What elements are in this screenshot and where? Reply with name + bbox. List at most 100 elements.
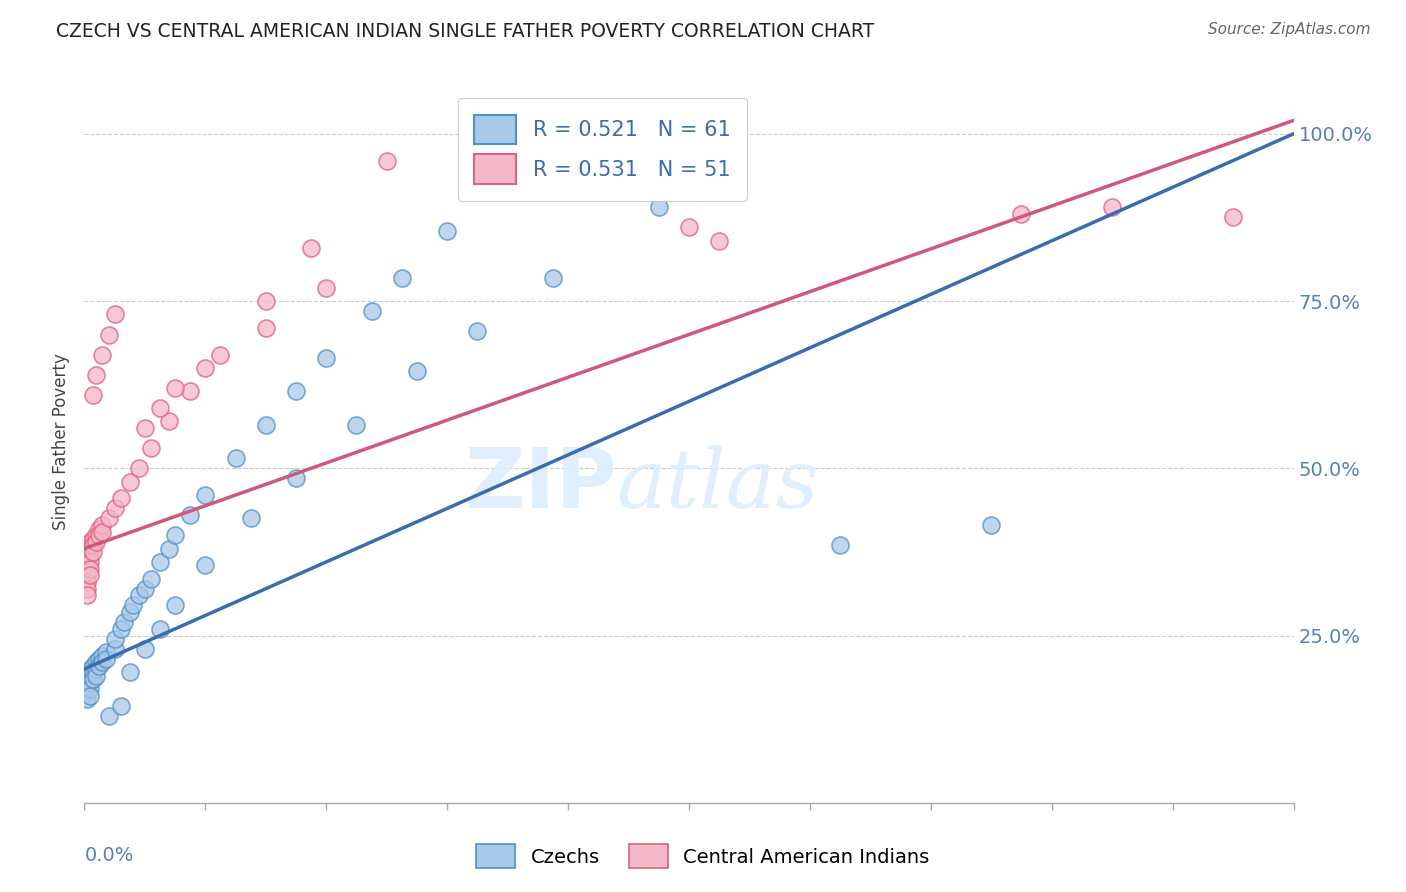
Point [299,241,322,255]
Point [82,532,104,546]
Point [128,589,150,603]
Point [225,451,247,466]
Point [86,662,108,676]
Point [134,582,156,596]
Point [541,270,564,285]
Point [346,417,368,432]
Point [82,672,104,686]
Point [121,599,143,613]
Point [134,421,156,435]
Point [76,582,98,596]
Point [86,368,108,382]
Point [82,665,104,680]
Point [91,648,114,663]
Point [157,414,180,429]
Point [110,622,132,636]
Point [254,321,277,335]
Point [1222,211,1244,225]
Text: Source: ZipAtlas.com: Source: ZipAtlas.com [1208,22,1371,37]
Text: atlas: atlas [616,445,818,524]
Point [91,348,114,362]
Point [76,562,98,576]
Point [76,685,98,699]
Point [285,471,308,485]
Text: CZECH VS CENTRAL AMERICAN INDIAN SINGLE FATHER POVERTY CORRELATION CHART: CZECH VS CENTRAL AMERICAN INDIAN SINGLE … [56,22,875,41]
Point [1101,201,1123,215]
Point [139,442,162,455]
Point [134,642,156,657]
Point [104,307,127,322]
Point [149,401,172,416]
Point [76,692,98,706]
Point [375,153,398,168]
Point [79,681,101,696]
Point [89,658,111,673]
Point [82,545,104,559]
Point [82,538,104,552]
Point [76,679,98,693]
Point [79,555,101,569]
Point [285,384,308,399]
Point [86,669,108,683]
Point [76,589,98,603]
Point [76,541,98,556]
Point [194,361,217,376]
Point [91,524,114,539]
Point [239,511,262,525]
Point [118,475,141,489]
Point [97,327,120,342]
Point [165,528,187,542]
Point [315,351,337,365]
Point [436,224,458,238]
Point [467,324,489,338]
Point [79,669,101,683]
Point [79,548,101,563]
Point [112,615,135,630]
Point [97,708,120,723]
Point [360,304,382,318]
Point [149,622,172,636]
Text: 0.0%: 0.0% [84,847,134,865]
Point [79,534,101,549]
Point [79,562,101,576]
Point [89,521,111,535]
Point [94,645,117,659]
Point [1011,207,1033,221]
Point [89,652,111,666]
Point [89,528,111,542]
Point [76,555,98,569]
Point [406,364,429,378]
Point [76,575,98,590]
Point [128,461,150,475]
Point [79,675,101,690]
Point [118,665,141,680]
Y-axis label: Single Father Poverty: Single Father Poverty [52,353,70,530]
Point [76,665,98,680]
Point [76,672,98,686]
Point [118,605,141,619]
Point [104,642,127,657]
Legend: R = 0.521   N = 61, R = 0.531   N = 51: R = 0.521 N = 61, R = 0.531 N = 51 [457,98,747,201]
Point [678,220,700,235]
Point [391,270,413,285]
Point [86,655,108,669]
Point [97,511,120,525]
Point [94,652,117,666]
Point [82,387,104,401]
Point [830,538,852,552]
Text: ZIP: ZIP [464,444,616,525]
Point [79,689,101,703]
Point [79,662,101,676]
Point [179,508,201,523]
Point [91,655,114,669]
Point [79,541,101,556]
Point [980,518,1002,533]
Point [254,294,277,309]
Point [157,541,180,556]
Point [165,381,187,395]
Point [709,234,731,248]
Point [110,698,132,713]
Point [86,534,108,549]
Point [209,348,232,362]
Point [139,572,162,586]
